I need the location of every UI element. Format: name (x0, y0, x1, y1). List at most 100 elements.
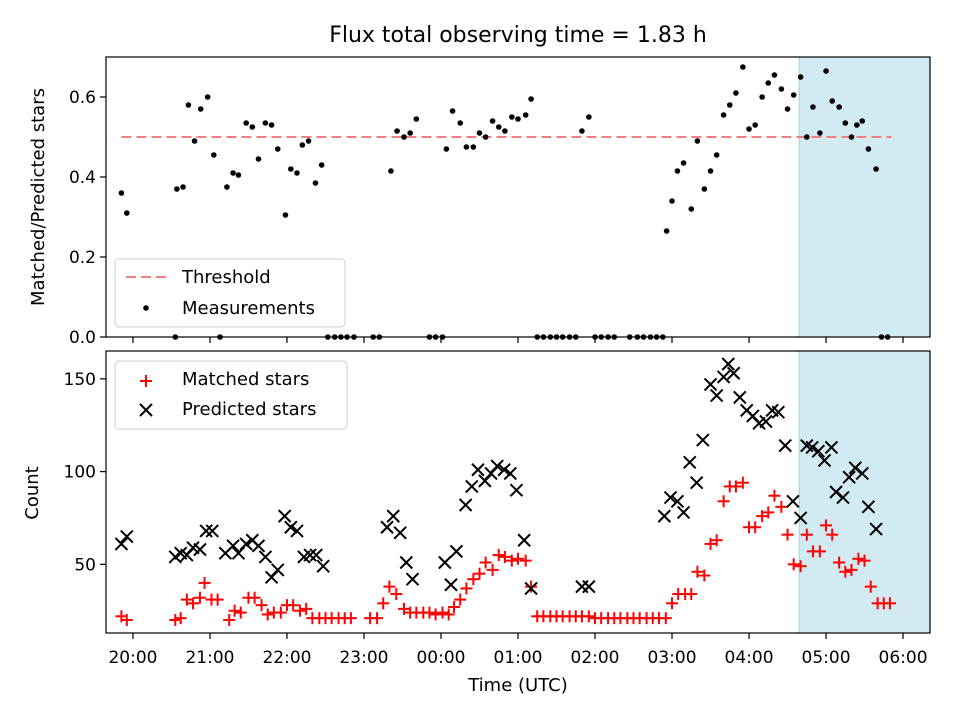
matched-star-marker (187, 597, 200, 610)
measurement-point (842, 120, 849, 126)
measurement-point (243, 120, 249, 126)
measurement-point (299, 142, 306, 148)
matched-star-marker (864, 580, 877, 593)
count-legend: Matched stars Predicted stars (114, 360, 348, 430)
matched-star-marker (371, 612, 384, 625)
predicted-star-marker (517, 533, 531, 547)
matched-star-marker (467, 573, 480, 586)
matched-star-marker (736, 476, 749, 489)
predicted-star-marker (303, 548, 317, 562)
measurement-point (394, 128, 400, 134)
matched-star-marker (448, 601, 461, 614)
ratio-y-tick-label: 0.4 (69, 168, 96, 188)
matched-star-marker (756, 510, 769, 523)
measurement-point (579, 128, 585, 134)
ratio-highlight-span (798, 56, 931, 338)
measurement-point (211, 152, 217, 158)
measurement-point (312, 180, 319, 186)
predicted-star-marker (497, 463, 511, 477)
predicted-star-marker (226, 539, 240, 553)
matched-star-marker (255, 599, 268, 612)
measurement-point (174, 186, 180, 192)
matched-star-marker (729, 480, 742, 493)
measurement-point (865, 146, 872, 152)
measurement-point (318, 162, 325, 168)
matched-star-marker (710, 534, 723, 547)
matched-star-marker (833, 556, 846, 569)
predicted-star-marker (458, 498, 473, 512)
measurement-point (765, 80, 772, 86)
legend-matched-swatch (140, 375, 152, 387)
measurement-point (522, 112, 529, 118)
measurement-point (836, 104, 842, 110)
measurement-point (586, 114, 592, 120)
measurement-point (515, 116, 521, 122)
x-tick-label: 00:00 (416, 648, 465, 668)
legend-threshold-label: Threshold (181, 267, 271, 288)
predicted-star-marker (386, 509, 400, 523)
matched-star-marker (429, 608, 442, 621)
predicted-star-marker (438, 555, 452, 570)
measurement-point (191, 138, 198, 144)
matched-star-marker (198, 576, 211, 589)
matched-star-marker (826, 528, 839, 541)
x-tick-label: 01:00 (494, 648, 543, 668)
x-tick-label: 22:00 (262, 648, 311, 668)
measurement-point (204, 94, 211, 100)
matched-star-marker (223, 614, 236, 627)
measurement-point (688, 206, 695, 212)
measurement-point (803, 134, 810, 140)
ratio-y-tick-label: 0.2 (69, 248, 96, 268)
predicted-star-marker (524, 581, 538, 596)
matched-star-marker (512, 552, 524, 565)
predicted-star-marker (759, 414, 773, 429)
matched-star-marker (442, 608, 455, 621)
matched-star-marker (525, 580, 538, 593)
matched-star-marker (820, 519, 833, 532)
x-tick-label: 23:00 (339, 648, 388, 668)
measurement-point (463, 144, 470, 150)
matched-star-marker (762, 506, 775, 519)
matched-star-marker (287, 599, 300, 612)
matched-star-marker (174, 612, 187, 625)
matched-star-marker (794, 560, 807, 573)
predicted-star-marker (817, 453, 832, 468)
matched-star-marker (858, 554, 871, 567)
measurement-point (680, 160, 687, 166)
measurement-point (268, 122, 275, 128)
predicted-star-marker (471, 463, 485, 477)
predicted-star-marker (733, 390, 747, 405)
matched-star-marker (454, 593, 467, 606)
predicted-star-marker (811, 444, 826, 458)
matched-star-marker (768, 489, 781, 502)
measurement-point (778, 86, 785, 92)
predicted-star-marker (239, 537, 253, 551)
predicted-star-marker (405, 572, 420, 586)
matched-star-marker (813, 545, 826, 558)
matched-star-marker (704, 537, 717, 550)
matched-star-marker (436, 606, 449, 619)
predicted-star-marker (861, 500, 876, 514)
matched-star-marker (749, 521, 762, 534)
measurement-point (388, 168, 394, 174)
predicted-star-marker (716, 370, 731, 384)
measurement-point (249, 124, 256, 130)
matched-star-marker (800, 528, 813, 541)
matched-star-marker (781, 528, 794, 541)
count-legend-box (114, 360, 348, 430)
measurement-point (118, 190, 125, 196)
measurement-point (224, 184, 230, 190)
matched-star-marker (717, 495, 730, 508)
measurement-point (720, 112, 727, 118)
matched-star-marker (460, 582, 473, 595)
matched-star-marker (261, 608, 274, 621)
matched-star-marker (248, 591, 261, 604)
measurement-point (797, 74, 804, 80)
predicted-star-marker (465, 479, 479, 494)
measurement-point (262, 120, 269, 126)
matched-star-marker (691, 565, 704, 578)
matched-star-marker (169, 614, 182, 627)
predicted-star-marker (836, 490, 850, 505)
measurement-point (873, 166, 879, 172)
x-tick-label: 04:00 (725, 648, 774, 668)
